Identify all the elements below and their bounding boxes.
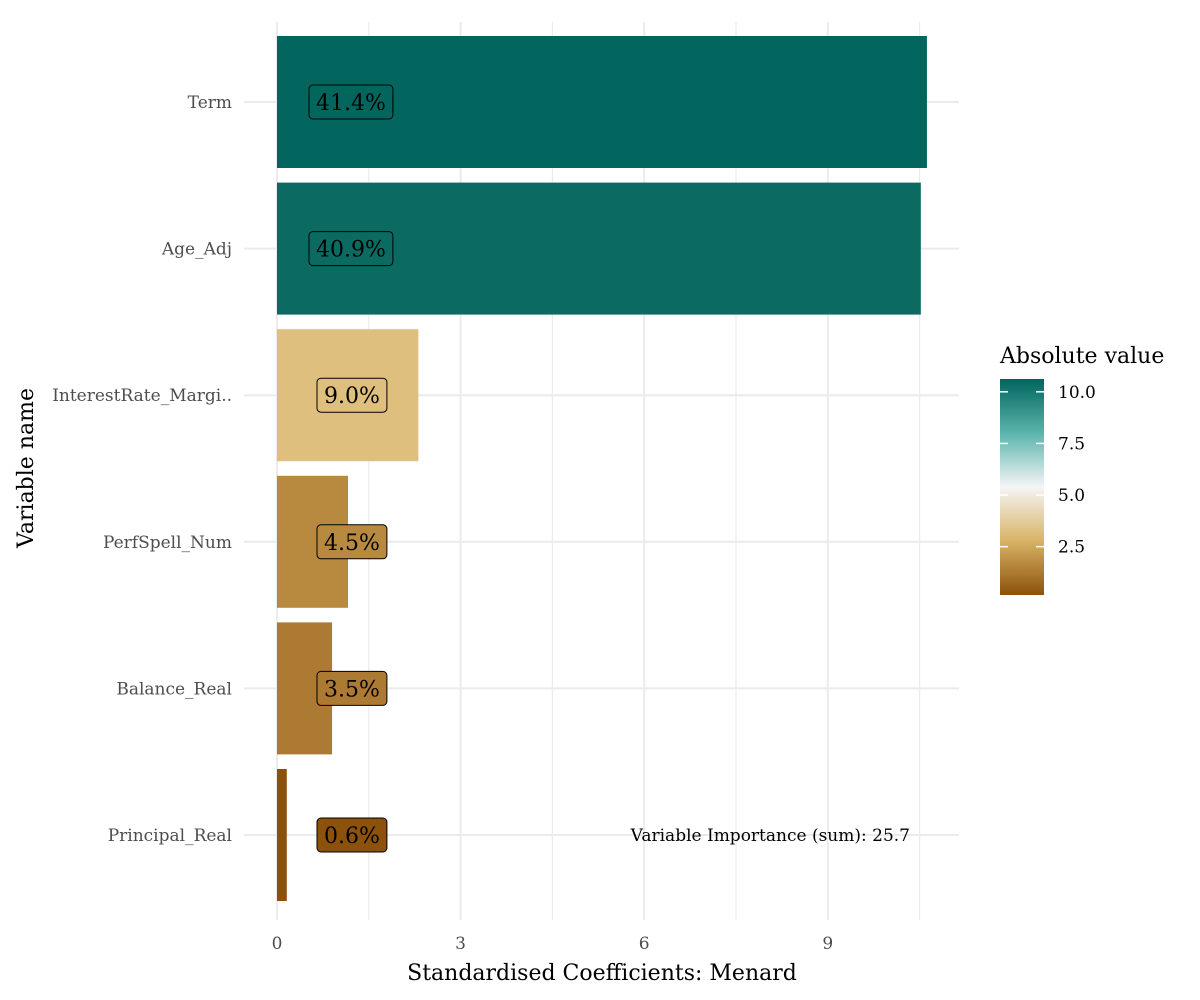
bar — [277, 769, 287, 901]
bars: 41.4% 40.9% 9.0% 4.5% 3.5% 0.6% — [277, 36, 927, 901]
legend-ticks: 2.5 5.0 7.5 10.0 — [1000, 383, 1096, 558]
legend-tick-label: 5.0 — [1058, 486, 1085, 506]
x-axis-title: Standardised Coefficients: Menard — [407, 961, 797, 986]
x-tick-label: 9 — [822, 934, 833, 954]
bar-value-box — [316, 524, 388, 560]
bar-value-text: 9.0% — [324, 384, 380, 409]
y-tick-label: Balance_Real — [116, 679, 232, 699]
bar-value-text: 3.5% — [324, 677, 380, 702]
bar-value-label: 3.5% — [316, 670, 388, 706]
y-tick-label: PerfSpell_Num — [103, 533, 232, 553]
bar-value-box — [308, 231, 394, 267]
y-tick-label: Principal_Real — [108, 826, 232, 846]
legend-tick-label: 7.5 — [1058, 434, 1085, 454]
bar-value-box — [316, 377, 388, 413]
y-tick-label: Term — [188, 93, 232, 113]
bar-value-text: 0.6% — [324, 824, 380, 849]
legend-tick-label: 2.5 — [1058, 538, 1085, 558]
x-tick-label: 3 — [455, 934, 466, 954]
y-tick-labels: Term Age_Adj InterestRate_Margi.. PerfSpell… — [52, 93, 232, 846]
color-legend: Absolute value 2.5 5.0 7.5 10.0 — [999, 344, 1164, 595]
bar-value-label: 41.4% — [308, 84, 394, 120]
bar-value-text: 40.9% — [316, 238, 386, 263]
x-tick-label: 0 — [272, 934, 283, 954]
legend-title: Absolute value — [999, 344, 1164, 369]
x-tick-labels: 0 3 6 9 — [272, 934, 834, 954]
bar-value-text: 4.5% — [324, 531, 380, 556]
y-tick-label: Age_Adj — [161, 240, 232, 260]
bar-value-box — [308, 84, 394, 120]
bar-value-label: 40.9% — [308, 231, 394, 267]
bar-value-label: 0.6% — [316, 817, 388, 853]
legend-colorbar — [1000, 379, 1044, 595]
bar-value-label: 4.5% — [316, 524, 388, 560]
importance-annotation: Variable Importance (sum): 25.7 — [630, 826, 910, 846]
bar-value-text: 41.4% — [316, 91, 386, 116]
bar-value-box — [316, 817, 388, 853]
bar-value-box — [316, 670, 388, 706]
y-tick-label: InterestRate_Margi.. — [52, 386, 232, 406]
y-axis-title: Variable name — [14, 388, 39, 549]
legend-tick-label: 10.0 — [1058, 383, 1096, 403]
x-tick-label: 6 — [639, 934, 650, 954]
bar-value-label: 9.0% — [316, 377, 388, 413]
